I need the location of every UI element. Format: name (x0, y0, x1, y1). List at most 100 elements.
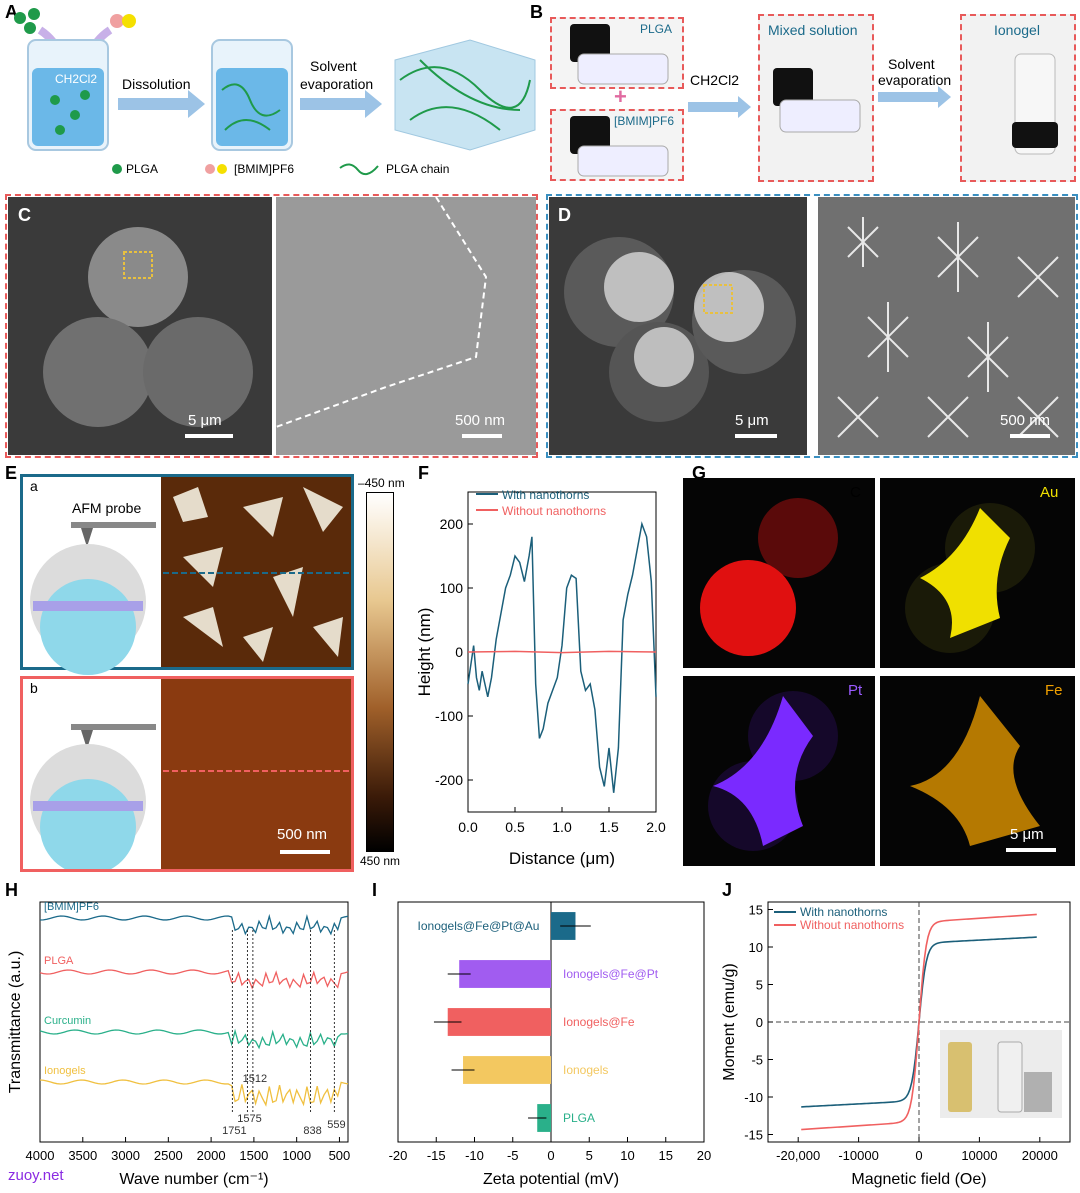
x-tick-label: 5 (586, 1148, 593, 1163)
bar-3 (463, 1056, 551, 1084)
y-tick-label: 0 (455, 644, 463, 660)
colorbar-top-value: 450 nm (364, 476, 405, 490)
afm-a-label: a (30, 478, 38, 494)
y-axis-label: Moment (emu/g) (721, 963, 738, 1080)
x-tick-label: -15 (427, 1148, 446, 1163)
panel-a-schematic (14, 8, 536, 176)
panel-label-d: D (558, 205, 571, 225)
bar-1 (459, 960, 551, 988)
panel-label-c: C (18, 205, 31, 225)
scale-d1-label: 5 μm (735, 412, 769, 429)
x-tick-label: -5 (507, 1148, 519, 1163)
evap-b-2: evaporation (878, 72, 952, 88)
spectrum-0 (39, 913, 349, 936)
y-axis-label: Transmittance (a.u.) (7, 951, 24, 1094)
afm-scale-label: 500 nm (277, 826, 328, 843)
svg-text:+: + (614, 84, 627, 109)
y-tick-label: 5 (756, 978, 763, 993)
y-tick-label: 100 (440, 580, 464, 596)
spectrum-label-0: [BMIM]PF6 (44, 901, 99, 913)
annotation-label: 559 (327, 1119, 345, 1131)
mh-curve-1 (801, 913, 1037, 1131)
x-axis-label: Wave number (cm⁻¹) (119, 1171, 268, 1188)
eds-au-map (880, 478, 1075, 668)
series-line-1 (467, 650, 657, 654)
spectrum-label-1: PLGA (44, 955, 74, 967)
chart-f: 0.0 0.5 1.0 1.5 2.0 200 100 0 -100 -200 Distance (… (415, 488, 666, 868)
afm-b-frame (20, 676, 354, 872)
panel-label-i: I (372, 880, 378, 900)
bar-label-0: Ionogels@Fe@Pt@Au (418, 919, 540, 933)
panel-label-j: J (722, 880, 733, 900)
evap-label-2: evaporation (300, 76, 374, 92)
eds-au-label: Au (1040, 484, 1059, 501)
chart-j: -20,000 -10000 0 10000 20000 15 10 5 0 -5 -10 -15 Ma… (721, 901, 1071, 1188)
bar-2 (447, 1008, 551, 1036)
legend-entry-0: With nanothorns (800, 905, 887, 919)
afm-b-label: b (30, 680, 38, 696)
panel-c-frame (5, 194, 538, 458)
x-tick-label: 500 (329, 1148, 351, 1163)
x-tick-label: 3000 (111, 1148, 140, 1163)
x-tick-label: 20 (697, 1148, 711, 1163)
x-tick-label: 4000 (26, 1148, 55, 1163)
colorbar-top-sign: – (358, 476, 365, 490)
panel-e-illustrations (30, 477, 351, 869)
panel-label-b: B (530, 2, 543, 22)
y-tick-label: -10 (744, 1090, 763, 1105)
x-tick-label: -20,000 (776, 1148, 820, 1163)
x-tick-label: -20 (389, 1148, 408, 1163)
x-tick-label: 0.0 (458, 819, 478, 835)
x-tick-label: 20000 (1022, 1148, 1058, 1163)
annotation-label: 1575 (237, 1113, 261, 1125)
legend-entry-1: Without nanothorns (800, 918, 904, 932)
x-tick-label: 10 (620, 1148, 634, 1163)
eds-fe-label: Fe (1045, 682, 1063, 699)
x-tick-label: 2500 (154, 1148, 183, 1163)
scalebar-c2 (462, 434, 502, 438)
evap-b-1: Solvent (888, 56, 935, 72)
y-tick-label: -15 (744, 1128, 763, 1143)
x-tick-label: 0 (547, 1148, 554, 1163)
sem-c-zoom (276, 197, 536, 455)
y-tick-label: 0 (756, 1015, 763, 1030)
scale-d2-label: 500 nm (1000, 412, 1051, 429)
x-tick-label: 1000 (282, 1148, 311, 1163)
legend-plga: PLGA (126, 162, 159, 176)
bar-label-2: Ionogels@Fe (563, 1015, 635, 1029)
afm-probe-label: AFM probe (72, 500, 142, 516)
annotation-label: 1512 (243, 1073, 267, 1085)
x-tick-label: -10 (465, 1148, 484, 1163)
bar-label-1: Ionogels@Fe@Pt (563, 967, 659, 981)
spectrum-2 (39, 1028, 349, 1050)
y-tick-label: 15 (749, 903, 763, 918)
inset-vial-1 (948, 1042, 972, 1112)
x-axis-label: Distance (μm) (509, 849, 615, 868)
eds-pt-label: Pt (848, 682, 863, 699)
bar-label-3: Ionogels (563, 1063, 608, 1077)
panel-d-frame (546, 194, 1078, 458)
spectrum-label-2: Curcumin (44, 1015, 91, 1027)
inset-vial-2 (997, 1041, 1023, 1113)
eds-fe-map (880, 676, 1075, 866)
x-tick-label: 1500 (239, 1148, 268, 1163)
sem-d-zoom (818, 197, 1075, 455)
legend-entry-1: Without nanothorns (502, 504, 606, 518)
x-tick-label: 3500 (68, 1148, 97, 1163)
y-tick-label: 10 (749, 940, 763, 955)
x-tick-label: 15 (659, 1148, 673, 1163)
legend-il: [BMIM]PF6 (234, 162, 295, 176)
series-line-0 (467, 521, 657, 793)
scalebar-d2 (1010, 434, 1050, 438)
eds-c-label: C (850, 484, 861, 501)
x-axis-label: Magnetic field (Oe) (851, 1171, 986, 1188)
colorbar (366, 492, 394, 852)
annotation-label: 1751 (222, 1125, 246, 1137)
dissolution-label: Dissolution (122, 76, 191, 92)
watermark: zuoy.net (8, 1167, 64, 1184)
annotation-label: 838 (303, 1125, 321, 1137)
mixed-label: Mixed solution (768, 22, 858, 38)
sem-c-overview (8, 197, 272, 455)
x-tick-label: 1.5 (599, 819, 619, 835)
vial-plga-label: PLGA (640, 22, 673, 36)
